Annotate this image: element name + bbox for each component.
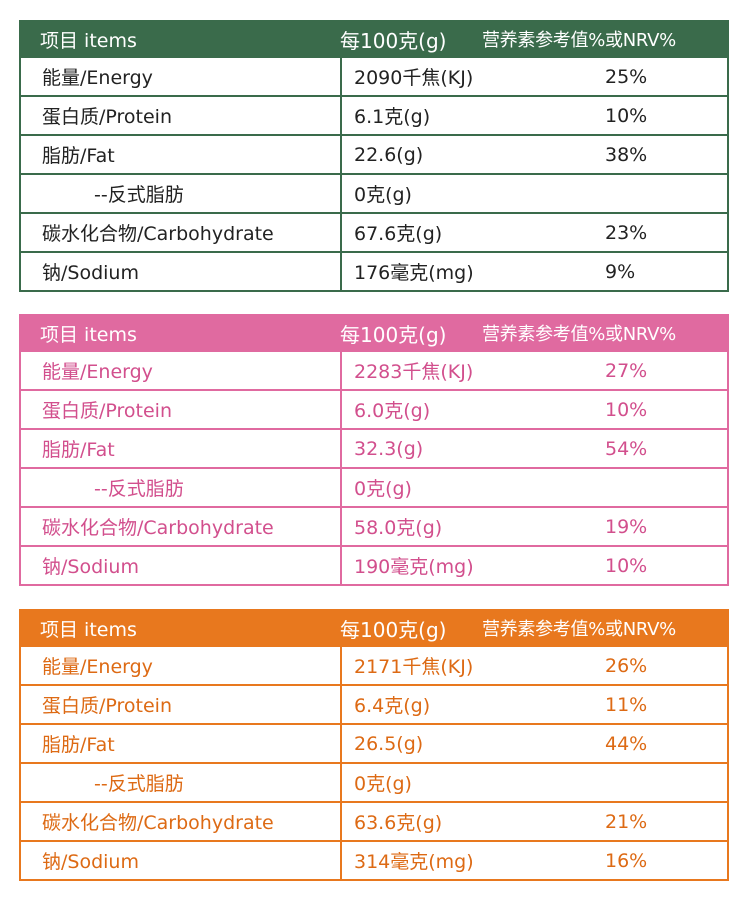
row-nrv: 9% (605, 260, 636, 283)
row-value: 0克(g) (354, 478, 412, 500)
row-item: 碳水化合物/Carbohydrate (21, 803, 342, 840)
row-item: 能量/Energy (21, 352, 342, 389)
row-nrv: 19% (605, 515, 648, 538)
row-nrv: 38% (605, 143, 648, 166)
row-value: 63.6克(g) (354, 812, 443, 834)
nutrition-table-pink: 项目 items 每100克(g) 营养素参考值%或NRV% 能量/Energy… (19, 314, 729, 586)
nutrition-table-green: 项目 items 每100克(g) 营养素参考值%或NRV% 能量/Energy… (19, 20, 729, 292)
header-nrv: 营养素参考值%或NRV% (482, 30, 676, 51)
table-row-fat: 脂肪/Fat 26.5(g) 44% (19, 725, 729, 764)
table-header: 项目 items 每100克(g) 营养素参考值%或NRV% (19, 20, 729, 58)
row-item: 钠/Sodium (21, 253, 342, 290)
row-nrv: 25% (605, 65, 648, 88)
table-row-fat: 脂肪/Fat 22.6(g) 38% (19, 136, 729, 175)
table-row-carbohydrate: 碳水化合物/Carbohydrate 58.0克(g) 19% (19, 508, 729, 547)
table-row-protein: 蛋白质/Protein 6.0克(g) 10% (19, 391, 729, 430)
header-per-100g: 每100克(g) (340, 617, 447, 642)
table-row-energy: 能量/Energy 2283千焦(KJ) 27% (19, 352, 729, 391)
row-nrv: 10% (605, 398, 648, 421)
row-value: 0克(g) (354, 184, 412, 206)
row-nrv: 10% (605, 554, 648, 577)
row-value: 190毫克(mg) (354, 556, 474, 578)
row-value: 2171千焦(KJ) (354, 656, 474, 678)
row-nrv: 23% (605, 221, 648, 244)
row-item: 碳水化合物/Carbohydrate (21, 214, 342, 251)
row-item: 脂肪/Fat (21, 725, 342, 762)
table-row-trans-fat: --反式脂肪 0克(g) (19, 764, 729, 803)
row-value: 58.0克(g) (354, 517, 443, 539)
table-row-sodium: 钠/Sodium 190毫克(mg) 10% (19, 547, 729, 586)
row-value: 6.4克(g) (354, 695, 431, 717)
header-nrv: 营养素参考值%或NRV% (482, 619, 676, 640)
table-row-protein: 蛋白质/Protein 6.4克(g) 11% (19, 686, 729, 725)
row-value: 26.5(g) (354, 732, 424, 755)
row-value: 6.1克(g) (354, 106, 431, 128)
row-item: 蛋白质/Protein (21, 97, 342, 134)
row-value: 32.3(g) (354, 437, 424, 460)
table-row-sodium: 钠/Sodium 314毫克(mg) 16% (19, 842, 729, 881)
table-header: 项目 items 每100克(g) 营养素参考值%或NRV% (19, 609, 729, 647)
table-row-carbohydrate: 碳水化合物/Carbohydrate 63.6克(g) 21% (19, 803, 729, 842)
row-item: 脂肪/Fat (21, 430, 342, 467)
row-value: 6.0克(g) (354, 400, 431, 422)
table-row-trans-fat: --反式脂肪 0克(g) (19, 175, 729, 214)
row-nrv: 11% (605, 693, 648, 716)
row-item: 能量/Energy (21, 647, 342, 684)
row-value: 314毫克(mg) (354, 851, 474, 873)
row-item: 蛋白质/Protein (21, 686, 342, 723)
row-item: 钠/Sodium (21, 842, 342, 879)
row-nrv: 54% (605, 437, 648, 460)
table-header: 项目 items 每100克(g) 营养素参考值%或NRV% (19, 314, 729, 352)
row-item: 脂肪/Fat (21, 136, 342, 173)
table-row-energy: 能量/Energy 2171千焦(KJ) 26% (19, 647, 729, 686)
row-item: --反式脂肪 (21, 175, 342, 212)
row-value: 2090千焦(KJ) (354, 67, 474, 89)
row-item: 钠/Sodium (21, 547, 342, 584)
header-per-100g: 每100克(g) (340, 28, 447, 53)
table-row-carbohydrate: 碳水化合物/Carbohydrate 67.6克(g) 23% (19, 214, 729, 253)
table-row-fat: 脂肪/Fat 32.3(g) 54% (19, 430, 729, 469)
row-nrv: 16% (605, 849, 648, 872)
row-nrv: 21% (605, 810, 648, 833)
row-nrv: 26% (605, 654, 648, 677)
header-nrv: 营养素参考值%或NRV% (482, 324, 676, 345)
row-value: 0克(g) (354, 773, 412, 795)
row-item: --反式脂肪 (21, 469, 342, 506)
row-item: --反式脂肪 (21, 764, 342, 801)
row-nrv: 27% (605, 359, 648, 382)
header-items: 项目 items (40, 29, 137, 52)
row-item: 能量/Energy (21, 58, 342, 95)
header-items: 项目 items (40, 323, 137, 346)
header-items: 项目 items (40, 618, 137, 641)
row-nrv: 44% (605, 732, 648, 755)
row-item: 蛋白质/Protein (21, 391, 342, 428)
row-value: 67.6克(g) (354, 223, 443, 245)
row-item: 碳水化合物/Carbohydrate (21, 508, 342, 545)
header-per-100g: 每100克(g) (340, 322, 447, 347)
table-row-trans-fat: --反式脂肪 0克(g) (19, 469, 729, 508)
row-value: 176毫克(mg) (354, 262, 474, 284)
row-value: 22.6(g) (354, 143, 424, 166)
table-row-energy: 能量/Energy 2090千焦(KJ) 25% (19, 58, 729, 97)
row-value: 2283千焦(KJ) (354, 361, 474, 383)
row-nrv: 10% (605, 104, 648, 127)
table-row-sodium: 钠/Sodium 176毫克(mg) 9% (19, 253, 729, 292)
table-row-protein: 蛋白质/Protein 6.1克(g) 10% (19, 97, 729, 136)
nutrition-table-orange: 项目 items 每100克(g) 营养素参考值%或NRV% 能量/Energy… (19, 609, 729, 881)
